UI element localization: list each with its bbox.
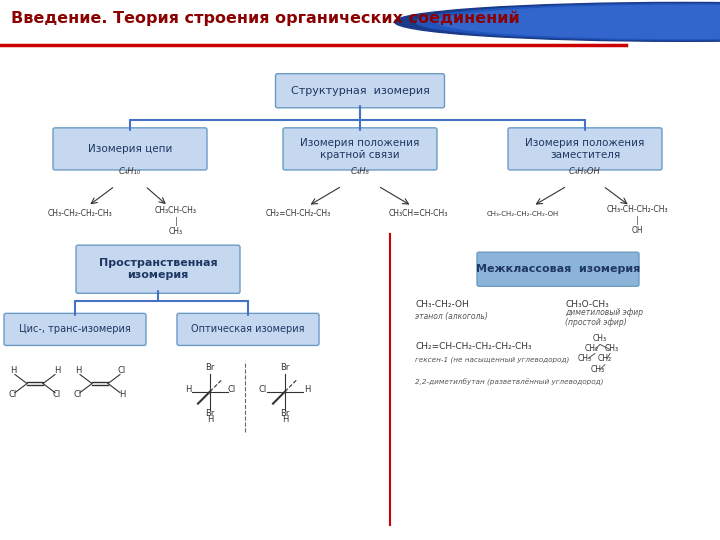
FancyBboxPatch shape xyxy=(508,128,662,170)
Text: Пространственная
изомерия: Пространственная изомерия xyxy=(99,259,217,280)
FancyBboxPatch shape xyxy=(53,128,207,170)
Text: Cl: Cl xyxy=(118,366,126,375)
Text: Br: Br xyxy=(280,362,289,372)
Text: CH₂=CH-CH₂-CH₃: CH₂=CH-CH₂-CH₃ xyxy=(266,209,330,218)
Circle shape xyxy=(395,3,720,42)
Text: Br: Br xyxy=(205,362,215,372)
Text: CH₃CH-CH₃: CH₃CH-CH₃ xyxy=(155,206,197,215)
Text: (простой эфир): (простой эфир) xyxy=(565,319,626,327)
Text: H: H xyxy=(207,415,213,424)
FancyBboxPatch shape xyxy=(276,73,444,108)
Text: H: H xyxy=(54,366,60,375)
Text: Изомерия положения
кратной связи: Изомерия положения кратной связи xyxy=(300,138,420,160)
Text: OH: OH xyxy=(631,226,643,235)
Text: C₄H₁₀: C₄H₁₀ xyxy=(119,167,141,176)
Text: диметиловый эфир: диметиловый эфир xyxy=(565,308,643,318)
Text: CH₃-CH₂-OH: CH₃-CH₂-OH xyxy=(415,300,469,309)
Text: Br: Br xyxy=(205,409,215,417)
Text: Изомерия цепи: Изомерия цепи xyxy=(88,144,172,154)
Text: этанол (алкоголь): этанол (алкоголь) xyxy=(415,312,488,321)
Text: CH₃-CH-CH₂-CH₃: CH₃-CH-CH₂-CH₃ xyxy=(606,205,668,214)
FancyBboxPatch shape xyxy=(4,313,146,346)
Text: H: H xyxy=(119,389,125,399)
FancyBboxPatch shape xyxy=(477,252,639,286)
FancyBboxPatch shape xyxy=(76,245,240,293)
Text: Br: Br xyxy=(280,409,289,417)
Text: CH₃O-CH₃: CH₃O-CH₃ xyxy=(565,300,608,309)
Text: CH₃: CH₃ xyxy=(593,334,607,343)
Text: CH₃: CH₃ xyxy=(591,364,605,374)
Text: H: H xyxy=(75,366,81,375)
Text: Cl: Cl xyxy=(228,384,236,394)
Text: C₄H₈: C₄H₈ xyxy=(351,167,369,176)
Text: |: | xyxy=(636,216,639,225)
Text: H: H xyxy=(282,415,288,424)
Text: C₄H₉OH: C₄H₉OH xyxy=(569,167,601,176)
Text: Cl: Cl xyxy=(74,389,82,399)
Circle shape xyxy=(438,5,720,38)
Text: Межклассовая  изомерия: Межклассовая изомерия xyxy=(476,264,640,274)
Text: Введение. Теория строения органических соединений: Введение. Теория строения органических с… xyxy=(11,11,520,26)
Text: CH₃-CH₂-CH₂-CH₂-OH: CH₃-CH₂-CH₂-CH₂-OH xyxy=(487,211,559,217)
Text: H: H xyxy=(185,384,192,394)
Text: Цис-, транс-изомерия: Цис-, транс-изомерия xyxy=(19,325,131,334)
Text: CH₂: CH₂ xyxy=(598,354,612,363)
FancyBboxPatch shape xyxy=(283,128,437,170)
Text: CH₂: CH₂ xyxy=(585,345,599,354)
Text: CH₃-CH₂-CH₂-CH₃: CH₃-CH₂-CH₂-CH₃ xyxy=(48,209,112,218)
Text: CH₃: CH₃ xyxy=(605,345,619,354)
Text: CH₃: CH₃ xyxy=(578,354,592,363)
Text: Cl: Cl xyxy=(9,389,17,399)
Circle shape xyxy=(416,4,720,40)
Text: гексен-1 (не насыщенный углеводород): гексен-1 (не насыщенный углеводород) xyxy=(415,356,570,363)
Text: CH₃CH=CH-CH₃: CH₃CH=CH-CH₃ xyxy=(388,209,448,218)
Text: CH₃: CH₃ xyxy=(169,227,183,236)
Text: CH₂=CH-CH₂-CH₂-CH₂-CH₃: CH₂=CH-CH₂-CH₂-CH₂-CH₃ xyxy=(415,342,531,352)
Text: |: | xyxy=(175,217,177,226)
Text: H: H xyxy=(10,366,16,375)
Text: 2,2-диметилбутан (разветвлённый углеводород): 2,2-диметилбутан (разветвлённый углеводо… xyxy=(415,379,603,386)
Text: Cl: Cl xyxy=(53,389,61,399)
FancyBboxPatch shape xyxy=(177,313,319,346)
Text: Структурная  изомерия: Структурная изомерия xyxy=(291,86,429,96)
Text: H: H xyxy=(304,384,310,394)
Text: Оптическая изомерия: Оптическая изомерия xyxy=(192,325,305,334)
Text: Cl: Cl xyxy=(259,384,267,394)
Text: Изомерия положения
заместителя: Изомерия положения заместителя xyxy=(526,138,644,160)
